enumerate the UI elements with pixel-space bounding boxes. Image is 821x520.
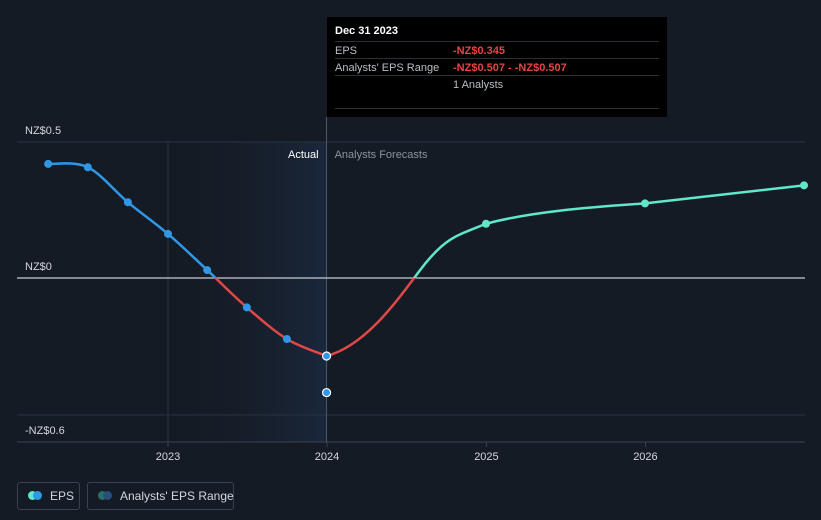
tooltip: Dec 31 2023 EPS -NZ$0.345 Analysts' EPS …	[327, 17, 667, 117]
tooltip-analysts-row: 1 Analysts	[335, 75, 659, 93]
legend-range[interactable]: Analysts' EPS Range	[87, 482, 234, 510]
eps-point-0	[44, 159, 53, 168]
x-tick-2026: 2026	[633, 451, 657, 463]
tooltip-eps-row: EPS -NZ$0.345	[335, 41, 659, 59]
y-tick-zero: NZ$0	[25, 261, 52, 273]
past-region-highlight	[168, 142, 327, 442]
tooltip-range-row: Analysts' EPS Range -NZ$0.507 - -NZ$0.50…	[335, 58, 659, 76]
tooltip-date: Dec 31 2023	[335, 25, 398, 37]
eps-chart: NZ$0.5 NZ$0 -NZ$0.6 Actual Analysts Fore…	[17, 117, 808, 463]
series-lines	[48, 162, 805, 358]
forecast-point-1	[482, 219, 490, 228]
x-tick-2024: 2024	[315, 451, 339, 463]
legend-eps-label: EPS	[50, 489, 75, 503]
tooltip-range-label: Analysts' EPS Range	[335, 62, 440, 74]
series-points	[44, 159, 808, 398]
legend-range-swatch	[98, 491, 114, 501]
eps-point-current	[321, 351, 332, 361]
eps-point-1	[83, 163, 92, 172]
legend-eps-swatch	[28, 491, 44, 501]
y-tick-bottom: -NZ$0.6	[25, 425, 65, 437]
forecast-point-3	[800, 181, 808, 190]
tooltip-divider	[335, 108, 659, 109]
forecast-label: Analysts Forecasts	[335, 149, 428, 161]
tooltip-eps-value: -NZ$0.345	[453, 45, 505, 57]
legend-range-label: Analysts' EPS Range	[120, 489, 234, 503]
y-tick-top: NZ$0.5	[25, 125, 61, 137]
range-point-low	[321, 387, 332, 398]
forecast-line-positive	[412, 184, 805, 278]
eps-point-5	[242, 303, 251, 312]
forecast-line-negative	[326, 278, 416, 358]
tooltip-range-value: -NZ$0.507 - -NZ$0.507	[453, 62, 567, 74]
tooltip-analysts: 1 Analysts	[453, 79, 504, 91]
eps-point-4	[203, 266, 212, 275]
x-tick-group: 2023 2024 2025 2026	[156, 442, 658, 463]
eps-point-2	[123, 198, 132, 207]
x-tick-2023: 2023	[156, 451, 180, 463]
actual-label: Actual	[288, 149, 319, 161]
x-tick-2025: 2025	[474, 451, 498, 463]
eps-point-6	[282, 335, 291, 344]
legend-eps[interactable]: EPS	[17, 482, 80, 510]
tooltip-eps-label: EPS	[335, 45, 358, 57]
forecast-point-2	[641, 199, 649, 208]
eps-point-3	[164, 229, 172, 238]
